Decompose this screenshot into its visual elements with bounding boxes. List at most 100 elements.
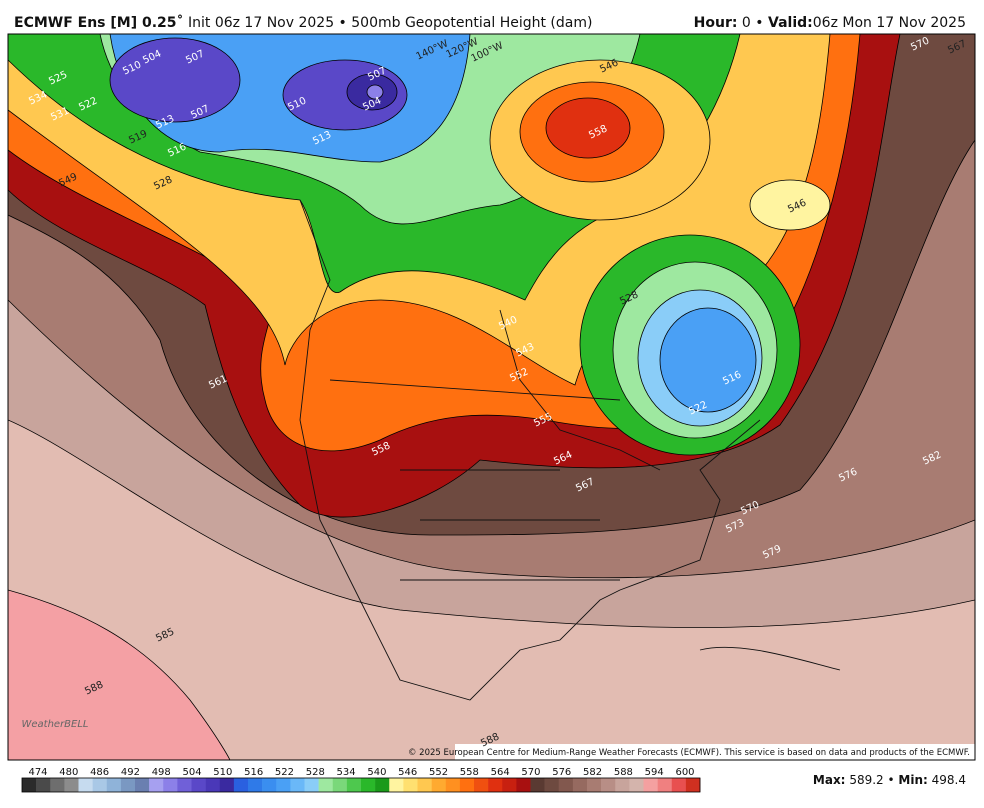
colorbar-label: 504 xyxy=(183,767,202,778)
hour: 0 xyxy=(742,15,751,31)
description: Init 06z 17 Nov 2025 • 500mb Geopotentia… xyxy=(188,15,592,31)
low-center xyxy=(109,37,241,123)
colorbar-swatch xyxy=(572,778,588,792)
colorbar-swatch xyxy=(474,778,489,792)
colorbar-label: 576 xyxy=(552,767,571,778)
colorbar-swatch xyxy=(615,778,630,792)
colorbar-swatch xyxy=(191,778,206,792)
low-center xyxy=(659,307,757,413)
high-center xyxy=(545,97,631,159)
colorbar-label: 486 xyxy=(90,767,109,778)
colorbar-swatch xyxy=(643,778,658,792)
model-name: ECMWF Ens [M] 0.25˚ xyxy=(14,14,184,31)
colorbar-swatch xyxy=(92,778,108,792)
colorbar-swatch xyxy=(346,778,362,792)
max-label: Max: xyxy=(813,773,846,787)
colorbar-label: 516 xyxy=(244,767,263,778)
colorbar-swatch xyxy=(318,778,334,792)
coastline xyxy=(299,199,761,701)
colorbar-label: 558 xyxy=(460,767,479,778)
colorbar-swatch xyxy=(375,778,390,792)
valid-label: Valid: xyxy=(768,15,813,31)
colorbar-swatch xyxy=(304,778,319,792)
colorbar-swatch xyxy=(78,778,93,792)
separator: • xyxy=(888,773,895,787)
colorbar-label: 600 xyxy=(675,767,694,778)
colorbar-label: 522 xyxy=(275,767,294,778)
colorbar-swatch xyxy=(64,778,79,792)
colorbar-swatch xyxy=(601,778,616,792)
colorbar-swatch xyxy=(657,778,673,792)
colorbar-label: 552 xyxy=(429,767,448,778)
separator: • xyxy=(755,15,763,31)
low-center xyxy=(366,84,384,100)
map-frame xyxy=(7,33,976,761)
header-left: ECMWF Ens [M] 0.25˚ Init 06z 17 Nov 2025… xyxy=(14,14,592,31)
colorbar-label: 564 xyxy=(491,767,510,778)
colorbar-label: 588 xyxy=(614,767,633,778)
colorbar-swatch xyxy=(290,778,305,792)
colorbar-swatch xyxy=(177,778,192,792)
copyright: © 2025 European Centre for Medium-Range … xyxy=(408,748,970,758)
colorbar-swatch xyxy=(219,778,235,792)
colorbar-swatch xyxy=(50,778,65,792)
colorbar-swatch xyxy=(276,778,291,792)
colorbar-frame xyxy=(21,777,701,793)
colorbar-swatch xyxy=(135,778,150,792)
colorbar-label: 540 xyxy=(367,767,386,778)
min-label: Min: xyxy=(898,773,927,787)
colorbar-swatch xyxy=(502,778,517,792)
colorbar-swatch xyxy=(22,778,37,792)
header-right: Hour: 0 • Valid:06z Mon 17 Nov 2025 xyxy=(694,15,966,31)
colorbar-label: 498 xyxy=(152,767,171,778)
colorbar-swatch xyxy=(361,778,376,792)
warm-region xyxy=(8,589,231,760)
colorbar-label: 546 xyxy=(398,767,417,778)
colorbar-swatch xyxy=(544,778,560,792)
colorbar-label: 492 xyxy=(121,767,140,778)
colorbar-swatch xyxy=(205,778,221,792)
colorbar-label: 474 xyxy=(28,767,47,778)
colorbar-label: 480 xyxy=(59,767,78,778)
colorbar-swatch xyxy=(587,778,602,792)
colorbar-swatch xyxy=(445,778,461,792)
colorbar-swatch xyxy=(530,778,545,792)
colorbar-swatch xyxy=(417,778,432,792)
high-center xyxy=(749,179,831,231)
colorbar-label: 534 xyxy=(337,767,356,778)
state-borders xyxy=(329,379,621,581)
colorbar-swatch xyxy=(431,778,447,792)
colorbar-swatch xyxy=(516,778,531,792)
max-min: Max: 589.2 • Min: 498.4 xyxy=(813,773,966,787)
logo: WeatherBELL xyxy=(21,719,88,730)
map: © 2025 European Centre for Medium-Range … xyxy=(8,34,975,760)
colorbar-label: 582 xyxy=(583,767,602,778)
cuba xyxy=(699,646,841,671)
coastlines xyxy=(299,199,841,701)
max: 589.2 xyxy=(849,773,883,787)
colorbar-label: 510 xyxy=(213,767,232,778)
colorbar-swatch xyxy=(488,778,503,792)
colorbar-swatch xyxy=(149,778,164,792)
colorbar-label: 594 xyxy=(645,767,664,778)
copyright-box xyxy=(455,744,975,760)
colorbar-swatch xyxy=(558,778,574,792)
colorbar-swatch xyxy=(685,778,701,792)
colorbar-swatch xyxy=(262,778,277,792)
colorbar-swatch xyxy=(332,778,348,792)
border xyxy=(499,309,661,471)
colorbar-swatch xyxy=(629,778,644,792)
colorbar-swatch xyxy=(36,778,51,792)
colorbar-swatch xyxy=(233,778,249,792)
colorbar-label: 528 xyxy=(306,767,325,778)
colorbar-swatch xyxy=(248,778,263,792)
colorbar-label: 570 xyxy=(521,767,540,778)
valid: 06z Mon 17 Nov 2025 xyxy=(813,15,966,31)
colorbar-swatch xyxy=(403,778,418,792)
min: 498.4 xyxy=(932,773,966,787)
colorbar-swatch xyxy=(671,778,687,792)
colorbar-swatch xyxy=(163,778,178,792)
colorbar-swatch xyxy=(106,778,122,792)
colorbar-swatch xyxy=(389,778,404,792)
colorbar-swatch xyxy=(459,778,475,792)
